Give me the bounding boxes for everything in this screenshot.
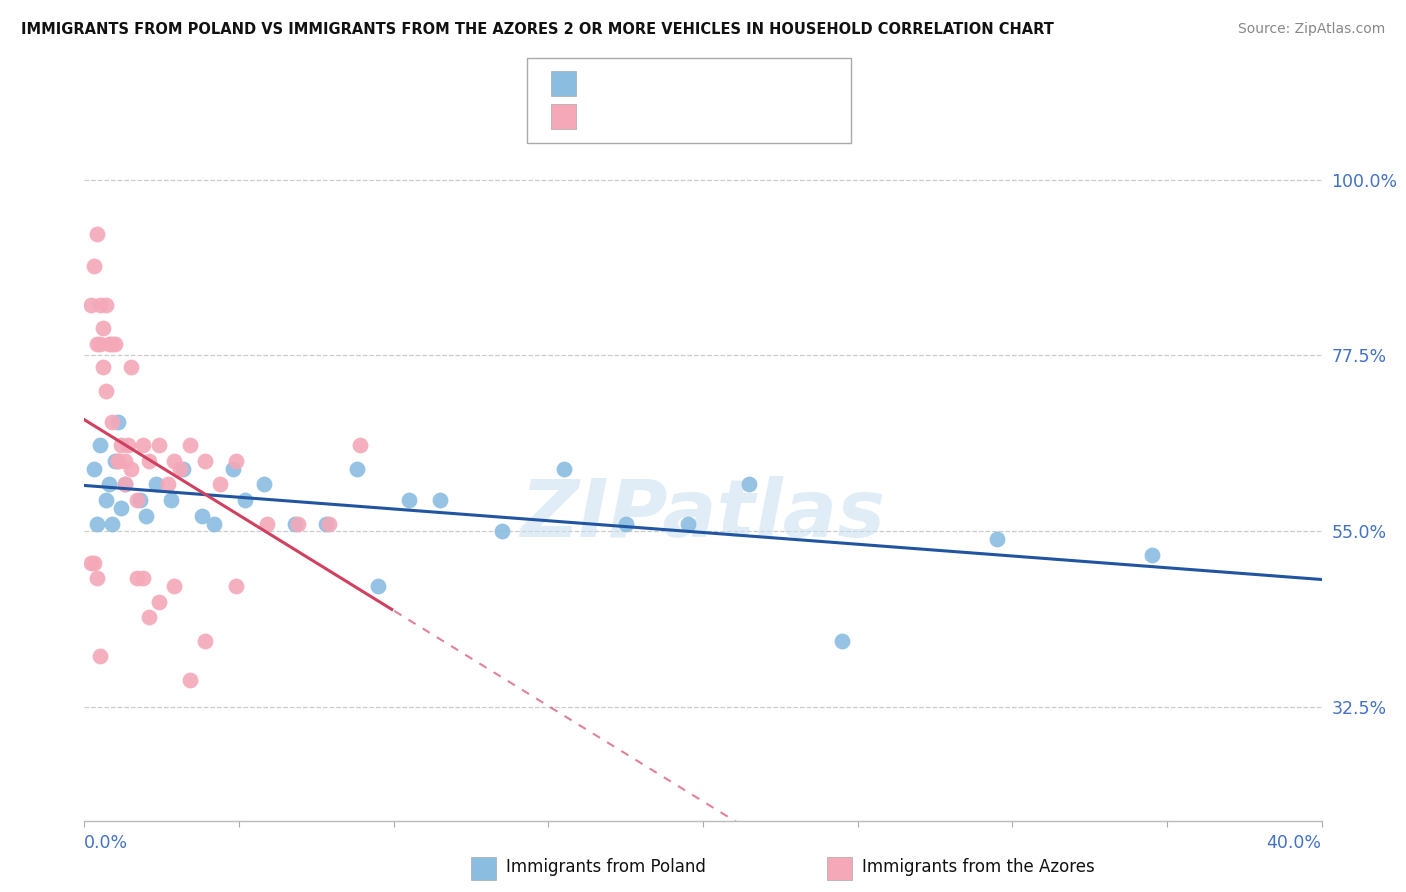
Point xyxy=(367,579,389,593)
Point xyxy=(138,610,160,624)
Point xyxy=(110,500,132,515)
Point xyxy=(117,438,139,452)
Point xyxy=(138,454,160,468)
Point xyxy=(287,516,309,531)
Text: ZIPatlas: ZIPatlas xyxy=(520,475,886,554)
Point xyxy=(98,477,121,491)
Text: Immigrants from Poland: Immigrants from Poland xyxy=(506,858,706,876)
Point xyxy=(110,438,132,452)
Point xyxy=(114,454,136,468)
Point xyxy=(233,493,256,508)
Text: Source: ZipAtlas.com: Source: ZipAtlas.com xyxy=(1237,22,1385,37)
Point xyxy=(94,298,117,312)
Point xyxy=(107,415,129,429)
Point xyxy=(194,454,217,468)
Text: 0.0%: 0.0% xyxy=(84,834,128,852)
Point xyxy=(89,438,111,452)
Point xyxy=(160,493,183,508)
Point xyxy=(86,571,108,585)
Point xyxy=(194,633,217,648)
Point xyxy=(83,462,105,476)
Point xyxy=(98,336,121,351)
Point xyxy=(101,336,124,351)
Point xyxy=(1140,548,1163,562)
Point xyxy=(831,633,853,648)
Text: 40.0%: 40.0% xyxy=(1267,834,1322,852)
Text: IMMIGRANTS FROM POLAND VS IMMIGRANTS FROM THE AZORES 2 OR MORE VEHICLES IN HOUSE: IMMIGRANTS FROM POLAND VS IMMIGRANTS FRO… xyxy=(21,22,1054,37)
Text: Immigrants from the Azores: Immigrants from the Azores xyxy=(862,858,1095,876)
Point xyxy=(86,227,108,242)
Point xyxy=(83,259,105,273)
Point xyxy=(89,298,111,312)
Text: R = -0.141   N = 34: R = -0.141 N = 34 xyxy=(588,73,787,91)
Point xyxy=(209,477,232,491)
Point xyxy=(172,462,194,476)
Point xyxy=(86,516,108,531)
Point xyxy=(79,556,101,570)
Point xyxy=(107,454,129,468)
Point xyxy=(179,673,201,687)
Point xyxy=(91,360,114,375)
Point xyxy=(169,462,191,476)
Point xyxy=(91,321,114,335)
Point xyxy=(101,415,124,429)
Point xyxy=(163,579,186,593)
Point xyxy=(104,336,127,351)
Point xyxy=(129,493,152,508)
Point xyxy=(94,384,117,398)
Point xyxy=(107,454,129,468)
Point xyxy=(256,516,278,531)
Point xyxy=(253,477,276,491)
Point xyxy=(349,438,371,452)
Point xyxy=(315,516,337,531)
Point xyxy=(191,508,214,523)
Point xyxy=(318,516,340,531)
Point xyxy=(202,516,225,531)
Point xyxy=(676,516,699,531)
Point xyxy=(120,462,142,476)
Point xyxy=(225,579,247,593)
Point xyxy=(86,336,108,351)
Point xyxy=(83,556,105,570)
Point xyxy=(225,454,247,468)
Point xyxy=(148,438,170,452)
Point xyxy=(398,493,420,508)
Point xyxy=(125,571,148,585)
Point xyxy=(135,508,157,523)
Point xyxy=(114,477,136,491)
Point xyxy=(163,454,186,468)
Point xyxy=(94,493,117,508)
Point xyxy=(222,462,245,476)
Point xyxy=(120,360,142,375)
Point xyxy=(284,516,307,531)
Point xyxy=(104,454,127,468)
Point xyxy=(491,524,513,539)
Point xyxy=(156,477,179,491)
Point xyxy=(429,493,451,508)
Point xyxy=(553,462,575,476)
Point xyxy=(346,462,368,476)
Point xyxy=(89,649,111,664)
Point xyxy=(614,516,637,531)
Point xyxy=(986,532,1008,546)
Point xyxy=(148,595,170,609)
Point xyxy=(89,336,111,351)
Point xyxy=(179,438,201,452)
Point xyxy=(738,477,761,491)
Point xyxy=(79,298,101,312)
Point xyxy=(145,477,167,491)
Point xyxy=(132,438,155,452)
Point xyxy=(114,477,136,491)
Point xyxy=(132,571,155,585)
Text: R =  0.169   N = 49: R = 0.169 N = 49 xyxy=(588,106,787,124)
Point xyxy=(125,493,148,508)
Point xyxy=(101,516,124,531)
